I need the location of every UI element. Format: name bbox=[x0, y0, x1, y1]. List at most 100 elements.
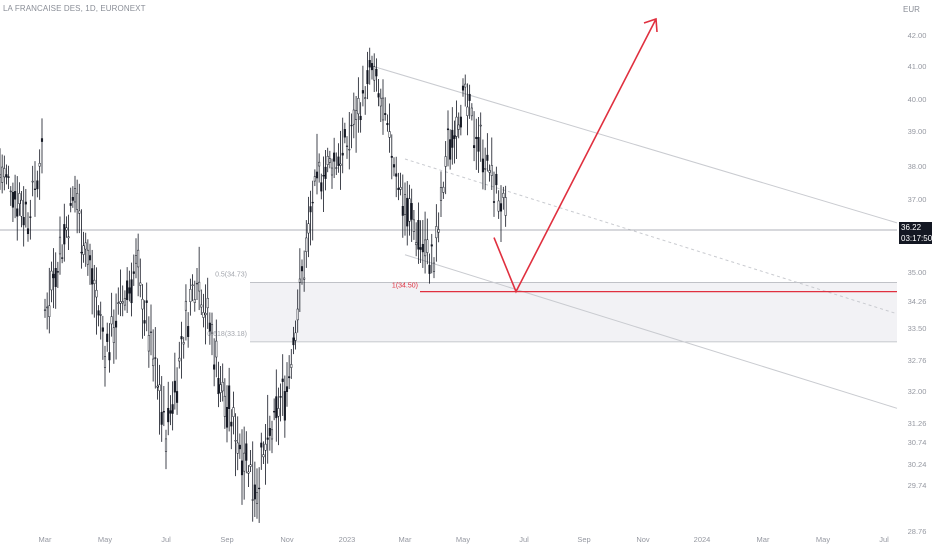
candle-body-89 bbox=[193, 299, 196, 303]
candle-body-211 bbox=[459, 116, 462, 128]
candle-body-175 bbox=[379, 97, 382, 107]
candle-body-197 bbox=[428, 264, 431, 274]
candle-body-30 bbox=[65, 227, 68, 231]
candle-body-141 bbox=[305, 237, 308, 253]
candle-body-220 bbox=[479, 124, 482, 127]
candle-body-146 bbox=[315, 171, 319, 179]
candle-body-135 bbox=[292, 337, 295, 346]
candle-body-49 bbox=[106, 333, 109, 342]
x-tick-label-11: 2024 bbox=[694, 535, 711, 544]
fib-zone-fill bbox=[250, 282, 897, 342]
candle-body-80 bbox=[173, 380, 176, 393]
candle-body-38 bbox=[82, 245, 85, 255]
candle-body-88 bbox=[191, 284, 194, 286]
candle-body-128 bbox=[277, 408, 280, 417]
candle-body-199 bbox=[432, 262, 436, 272]
candle-body-3 bbox=[5, 174, 8, 178]
candle-body-219 bbox=[477, 137, 480, 152]
candle-body-160 bbox=[345, 145, 349, 147]
candle-body-120 bbox=[260, 442, 263, 448]
y-tick-label-13: 30.74 bbox=[908, 438, 927, 447]
candle-body-188 bbox=[408, 198, 411, 222]
candle-body-82 bbox=[178, 357, 181, 362]
candle-body-169 bbox=[366, 70, 369, 85]
candle-body-97 bbox=[210, 324, 214, 334]
candle-body-48 bbox=[103, 356, 107, 368]
candle-body-181 bbox=[392, 164, 396, 168]
candle-body-231 bbox=[504, 197, 507, 216]
candle-body-132 bbox=[285, 386, 289, 392]
x-tick-label-1: May bbox=[98, 535, 112, 544]
candle-body-53 bbox=[115, 320, 118, 328]
candle-body-41 bbox=[88, 255, 92, 261]
candle-body-129 bbox=[279, 396, 282, 398]
channel-middle-line bbox=[404, 158, 898, 315]
candle-body-166 bbox=[359, 115, 362, 121]
candle-body-170 bbox=[368, 60, 371, 68]
candle-body-138 bbox=[298, 278, 301, 283]
candle-body-123 bbox=[266, 437, 269, 440]
candle-body-57 bbox=[123, 298, 126, 306]
candle-body-6 bbox=[11, 192, 14, 208]
candle-body-209 bbox=[455, 116, 458, 137]
candle-body-84 bbox=[182, 342, 185, 345]
candle-body-126 bbox=[273, 411, 276, 413]
candle-body-12 bbox=[24, 201, 27, 205]
candle-body-102 bbox=[221, 381, 224, 392]
x-tick-label-5: 2023 bbox=[339, 535, 356, 544]
candle-body-70 bbox=[152, 358, 155, 367]
candle-body-94 bbox=[204, 312, 207, 316]
candle-body-58 bbox=[126, 280, 129, 301]
candle-body-208 bbox=[453, 135, 456, 139]
symbol-title: LA FRANCAISE DES, 1D, EURONEXT bbox=[3, 4, 146, 13]
candle-body-72 bbox=[156, 385, 159, 388]
candle-body-139 bbox=[300, 266, 304, 272]
candle-body-62 bbox=[134, 255, 138, 264]
x-tick-label-9: Sep bbox=[577, 535, 590, 544]
candle-body-77 bbox=[167, 407, 170, 423]
candle-body-81 bbox=[176, 391, 179, 403]
projection-path bbox=[493, 18, 657, 294]
candle-body-20 bbox=[43, 309, 47, 311]
candle-body-64 bbox=[139, 282, 142, 286]
candle-body-105 bbox=[228, 385, 231, 410]
candle-body-155 bbox=[335, 167, 338, 169]
candle-body-185 bbox=[401, 206, 404, 216]
candle-body-32 bbox=[69, 203, 72, 206]
channel-upper-line bbox=[371, 65, 898, 224]
x-tick-label-3: Sep bbox=[220, 535, 233, 544]
candle-body-190 bbox=[412, 219, 415, 232]
candle-body-149 bbox=[322, 175, 325, 177]
candle-body-184 bbox=[399, 187, 402, 190]
candle-body-52 bbox=[112, 327, 115, 343]
candle-body-9 bbox=[18, 193, 21, 204]
candle-body-54 bbox=[117, 302, 120, 304]
candle-body-116 bbox=[251, 499, 254, 501]
y-tick-label-2: 40.00 bbox=[908, 95, 927, 104]
candle-body-150 bbox=[324, 166, 327, 179]
candle-body-69 bbox=[149, 331, 153, 333]
candle-body-98 bbox=[213, 364, 216, 370]
candle-body-4 bbox=[7, 176, 10, 178]
candle-body-27 bbox=[58, 236, 62, 255]
candle-body-1 bbox=[1, 166, 4, 183]
candle-body-23 bbox=[50, 270, 53, 291]
candle-body-134 bbox=[290, 364, 293, 368]
candle-body-104 bbox=[225, 407, 229, 428]
candle-body-207 bbox=[451, 129, 454, 148]
candle-body-0 bbox=[0, 174, 2, 178]
candle-body-186 bbox=[403, 194, 407, 215]
candle-body-68 bbox=[147, 335, 150, 352]
x-tick-label-14: Jul bbox=[879, 535, 889, 544]
candle-body-225 bbox=[490, 165, 493, 176]
y-tick-label-7: 35.00 bbox=[908, 268, 927, 277]
candle-body-192 bbox=[417, 220, 420, 250]
bar-countdown: 03:17:50 bbox=[901, 234, 932, 243]
candle-body-63 bbox=[137, 249, 140, 268]
x-tick-label-0: Mar bbox=[39, 535, 52, 544]
candle-body-195 bbox=[424, 239, 427, 257]
candle-body-34 bbox=[73, 188, 77, 203]
candle-body-107 bbox=[232, 407, 235, 417]
